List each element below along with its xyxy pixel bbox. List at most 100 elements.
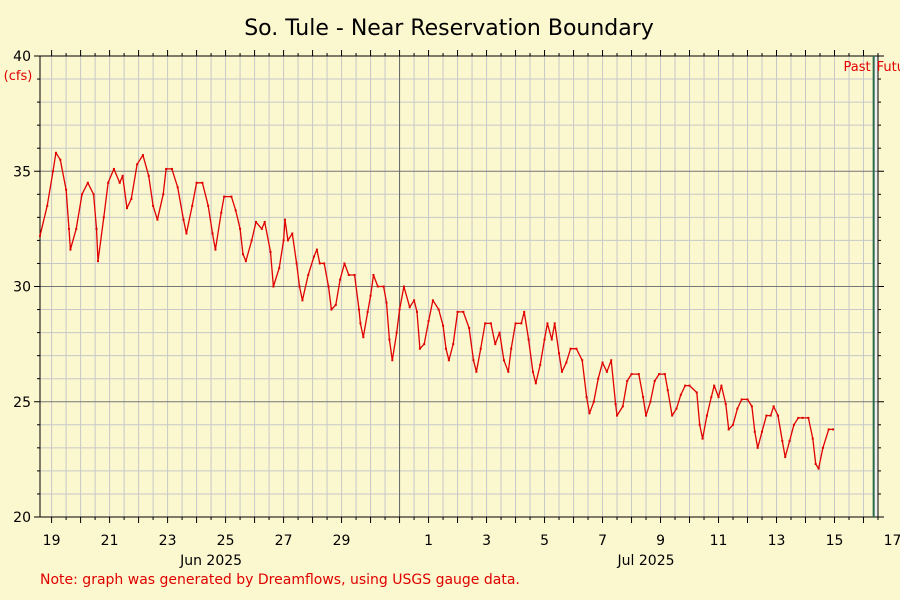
y-axis-unit-label: (cfs) (4, 69, 33, 84)
y-tick-label: 20 (13, 510, 31, 526)
flow-data-point (95, 227, 98, 230)
flow-data-point (52, 170, 55, 173)
flow-data-point (191, 204, 194, 207)
flow-data-point (592, 400, 595, 403)
flow-data-point (456, 310, 459, 313)
flow-data-point (260, 227, 263, 230)
flow-data-point (182, 218, 185, 221)
flow-data-point (498, 331, 501, 334)
flow-data-point (698, 423, 701, 426)
flow-data-point (772, 405, 775, 408)
flow-data-point (102, 216, 105, 219)
flow-data-point (69, 248, 72, 251)
flow-data-point (642, 396, 645, 399)
flow-data-point (165, 167, 168, 170)
flow-data-point (502, 359, 505, 362)
x-tick-label: 21 (101, 533, 119, 549)
flow-data-point (211, 232, 214, 235)
flow-data-point (614, 403, 617, 406)
flow-data-point (323, 262, 326, 265)
y-tick-label: 40 (13, 49, 31, 65)
flow-data-point (679, 393, 682, 396)
flow-data-point (475, 370, 478, 373)
x-tick-label: 5 (540, 533, 549, 549)
flow-data-point (54, 151, 57, 154)
flow-data-point (601, 361, 604, 364)
flow-data-point (339, 278, 342, 281)
flow-data-point (125, 207, 128, 210)
flow-data-point (307, 273, 310, 276)
series-layer (39, 151, 835, 470)
flow-data-point (565, 361, 568, 364)
flow-data-point (372, 273, 375, 276)
flow-data-point (489, 322, 492, 325)
flow-data-point (479, 347, 482, 350)
flow-data-point (507, 370, 510, 373)
flow-data-point (46, 204, 49, 207)
flow-data-point (630, 373, 633, 376)
flow-data-point (588, 412, 591, 415)
flow-data-point (130, 197, 133, 200)
flow-data-point (452, 343, 455, 346)
y-tick-label: 30 (13, 280, 31, 296)
flow-data-point (575, 347, 578, 350)
flow-data-point (195, 181, 198, 184)
flow-data-point (740, 398, 743, 401)
flow-data-point (776, 414, 779, 417)
flow-data-point (330, 308, 333, 311)
future-label: Future (877, 60, 900, 75)
flow-data-point (442, 324, 445, 327)
y-tick-label: 35 (13, 164, 31, 180)
flow-data-point (817, 467, 820, 470)
flow-data-point (653, 380, 656, 383)
flow-data-point (278, 267, 281, 270)
flow-data-point (701, 437, 704, 440)
flow-data-point (801, 416, 804, 419)
flow-data-point (286, 239, 289, 242)
flow-data-point (484, 322, 487, 325)
flow-data-point (423, 343, 426, 346)
flow-data-point (560, 370, 563, 373)
source-note: Note: graph was generated by Dreamflows,… (40, 572, 520, 588)
flow-data-point (388, 338, 391, 341)
flow-data-point (637, 373, 640, 376)
flow-data-point (313, 255, 316, 258)
flow-data-point (234, 209, 237, 212)
flow-data-point (170, 167, 173, 170)
flow-data-point (207, 204, 210, 207)
flow-data-point (531, 370, 534, 373)
flow-data-point (523, 310, 526, 313)
flow-data-point (415, 310, 418, 313)
flow-data-point (444, 347, 447, 350)
flow-data-point (756, 446, 759, 449)
flow-data-point (366, 310, 369, 313)
flow-data-point (92, 193, 95, 196)
past-label: Past (844, 60, 871, 75)
flow-data-point (201, 181, 204, 184)
flow-data-point (781, 439, 784, 442)
flow-data-point (250, 239, 253, 242)
grid-major (40, 170, 878, 403)
flow-data-point (447, 359, 450, 362)
flow-data-point (431, 299, 434, 302)
y-axis: 20 25 30 35 40 (13, 49, 884, 526)
flow-data-point (395, 331, 398, 334)
flow-data-point (269, 250, 272, 253)
flow-data-point (688, 384, 691, 387)
flow-data-point (382, 285, 385, 288)
month-label: Jul 2025 (617, 553, 675, 569)
x-tick-label: 3 (482, 533, 491, 549)
flow-series-line (39, 152, 834, 470)
x-tick-label: 19 (43, 533, 61, 549)
flow-data-point (753, 430, 756, 433)
flow-data-point (684, 384, 687, 387)
flow-data-point (539, 363, 542, 366)
flow-data-point (597, 377, 600, 380)
flow-data-point (462, 310, 465, 313)
flow-data-point (705, 414, 708, 417)
flow-data-point (821, 446, 824, 449)
x-tick-label: 15 (826, 533, 844, 549)
x-tick-label: 9 (656, 533, 665, 549)
flow-data-point (472, 359, 475, 362)
flow-data-point (272, 285, 275, 288)
